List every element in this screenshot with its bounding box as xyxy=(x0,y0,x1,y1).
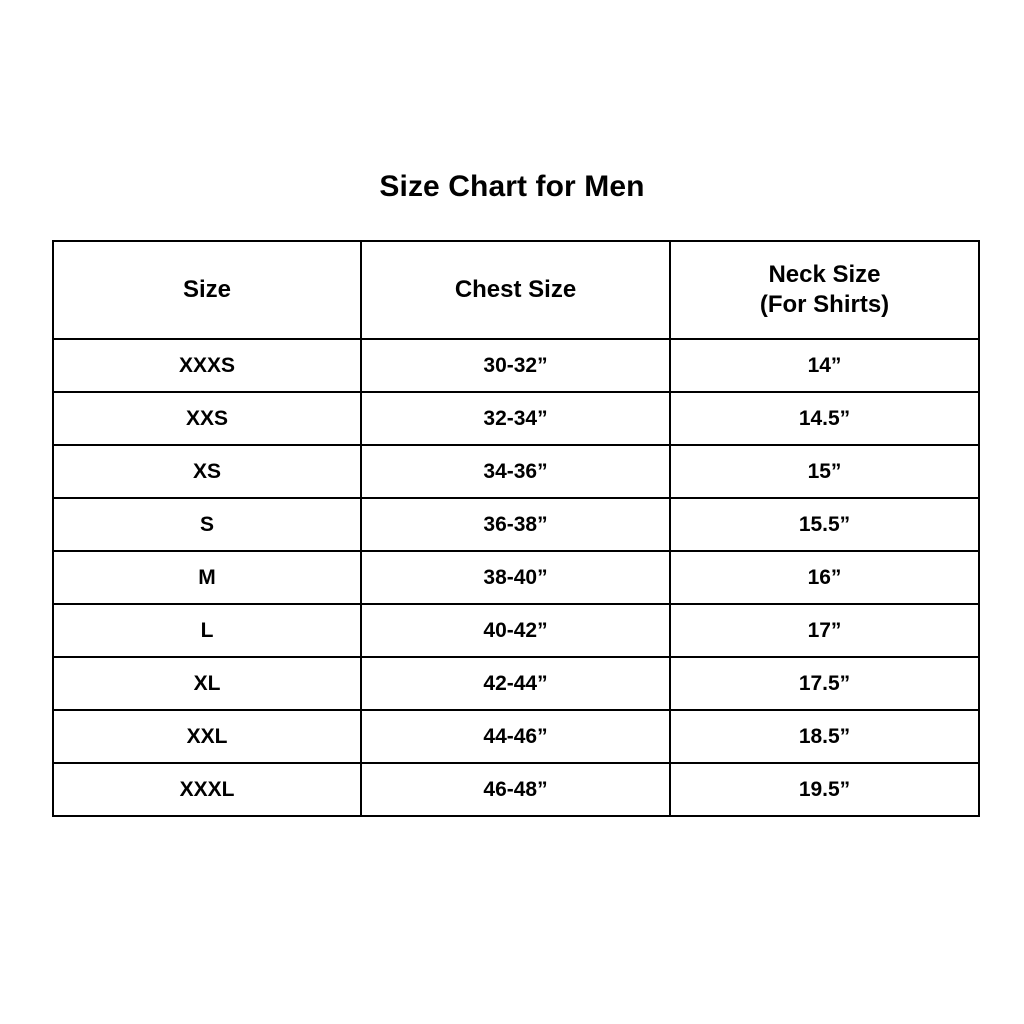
cell-neck-size: 18.5” xyxy=(669,709,980,764)
column-header-chest-size: Chest Size xyxy=(360,240,671,340)
table-row: M 38-40” 16” xyxy=(52,550,980,605)
table-header: Size Chest Size Neck Size (For Shirts) xyxy=(52,240,980,340)
cell-size: XL xyxy=(52,656,362,711)
column-header-neck-size-line-1: Neck Size xyxy=(768,261,881,288)
cell-neck-size: 19.5” xyxy=(669,762,980,817)
cell-neck-size: 17.5” xyxy=(669,656,980,711)
table-row: XXS 32-34” 14.5” xyxy=(52,391,980,446)
cell-size: XXS xyxy=(52,391,362,446)
cell-size: XS xyxy=(52,444,362,499)
table-row: XXL 44-46” 18.5” xyxy=(52,709,980,764)
table-row: XL 42-44” 17.5” xyxy=(52,656,980,711)
table-row: XS 34-36” 15” xyxy=(52,444,980,499)
cell-chest-size: 46-48” xyxy=(360,762,671,817)
size-chart-table: Size Chest Size Neck Size (For Shirts) X… xyxy=(52,240,980,817)
table-row: XXXS 30-32” 14” xyxy=(52,338,980,393)
table-body: XXXS 30-32” 14” XXS 32-34” 14.5” XS 34-36” 15” S 3… xyxy=(52,338,980,817)
cell-chest-size: 36-38” xyxy=(360,497,671,552)
cell-size: XXL xyxy=(52,709,362,764)
cell-chest-size: 42-44” xyxy=(360,656,671,711)
cell-chest-size: 30-32” xyxy=(360,338,671,393)
column-header-size: Size xyxy=(52,240,362,340)
cell-size: M xyxy=(52,550,362,605)
column-header-neck-size-line-2: (For Shirts) xyxy=(759,291,890,318)
cell-chest-size: 38-40” xyxy=(360,550,671,605)
cell-neck-size: 17” xyxy=(669,603,980,658)
table-row: S 36-38” 15.5” xyxy=(52,497,980,552)
cell-size: XXXL xyxy=(52,762,362,817)
table-header-row: Size Chest Size Neck Size (For Shirts) xyxy=(52,240,980,340)
cell-size: XXXS xyxy=(52,338,362,393)
cell-chest-size: 40-42” xyxy=(360,603,671,658)
cell-neck-size: 14.5” xyxy=(669,391,980,446)
cell-size: S xyxy=(52,497,362,552)
cell-neck-size: 15.5” xyxy=(669,497,980,552)
cell-neck-size: 15” xyxy=(669,444,980,499)
cell-chest-size: 32-34” xyxy=(360,391,671,446)
table-row: XXXL 46-48” 19.5” xyxy=(52,762,980,817)
cell-chest-size: 44-46” xyxy=(360,709,671,764)
cell-neck-size: 16” xyxy=(669,550,980,605)
table-row: L 40-42” 17” xyxy=(52,603,980,658)
column-header-neck-size: Neck Size (For Shirts) xyxy=(669,240,980,340)
cell-size: L xyxy=(52,603,362,658)
page-title: Size Chart for Men xyxy=(379,170,645,203)
cell-chest-size: 34-36” xyxy=(360,444,671,499)
cell-neck-size: 14” xyxy=(669,338,980,393)
